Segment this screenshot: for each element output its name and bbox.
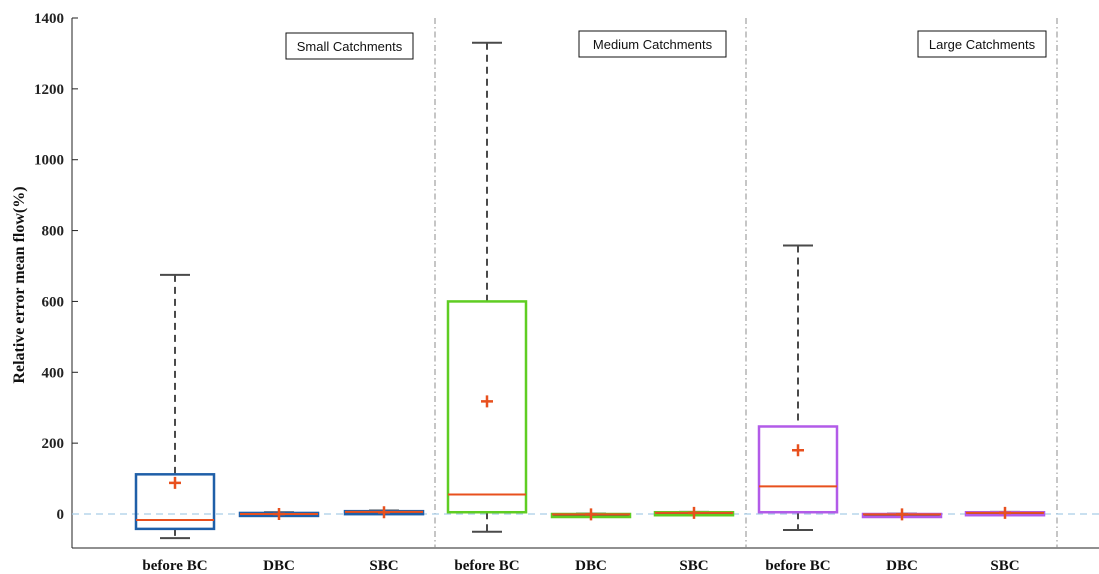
x-tick-label: SBC — [990, 558, 1019, 574]
x-tick-label: before BC — [142, 558, 207, 574]
mean-marker — [169, 476, 181, 489]
group-label-box — [917, 30, 1047, 58]
y-tick-label: 1200 — [34, 82, 64, 98]
x-tick-label: DBC — [263, 558, 295, 574]
group-label-text: Large Catchments — [929, 37, 1036, 52]
group-label-2: Medium Catchments — [578, 30, 727, 58]
box-5 — [550, 508, 632, 521]
mean-marker — [378, 506, 390, 519]
group-labels: Small Catchments Medium Catchments Large C… — [285, 30, 1047, 60]
x-tick-label: SBC — [679, 558, 708, 574]
x-tick-label: DBC — [575, 558, 607, 574]
y-axis-label: Relative error mean flow(%) — [11, 186, 28, 383]
group-label-box — [285, 32, 414, 60]
box-6 — [653, 506, 735, 519]
mean-marker — [585, 508, 597, 521]
group-label-text: Small Catchments — [297, 39, 403, 54]
mean-marker — [481, 395, 493, 408]
y-tick-label: 0 — [57, 507, 65, 523]
x-tick-label: before BC — [765, 558, 830, 574]
mean-marker — [273, 508, 285, 520]
box-7 — [757, 244, 839, 531]
mean-marker — [792, 444, 804, 457]
group-label-1: Small Catchments — [285, 32, 414, 60]
group-label-box — [578, 30, 727, 58]
group-label-text: Medium Catchments — [593, 37, 713, 52]
group-label-3: Large Catchments — [917, 30, 1047, 58]
mean-marker — [688, 506, 700, 519]
y-tick-label: 200 — [42, 436, 65, 452]
box-iqr — [446, 300, 528, 514]
y-tick-label: 400 — [42, 365, 65, 381]
box-9 — [964, 506, 1046, 519]
y-tick-label: 1400 — [34, 11, 64, 27]
boxes — [134, 41, 1046, 540]
box-8 — [861, 508, 943, 521]
y-tick-label: 600 — [42, 294, 65, 310]
y-tick-label: 1000 — [34, 153, 64, 169]
box-1 — [134, 273, 216, 540]
axes: 0 200 400 600 800 1000 1200 1400 before BC DBC SBC… — [34, 11, 1099, 574]
box-iqr — [757, 425, 839, 514]
box-4 — [446, 41, 528, 533]
y-tick-label: 800 — [42, 224, 65, 240]
x-tick-label: DBC — [886, 558, 918, 574]
group-separators — [434, 18, 1058, 548]
box-iqr — [134, 473, 216, 531]
x-tick-label: SBC — [369, 558, 398, 574]
x-tick-label: before BC — [454, 558, 519, 574]
mean-marker — [896, 508, 908, 521]
mean-marker — [999, 506, 1011, 519]
box-3 — [343, 506, 425, 519]
box-2 — [238, 508, 320, 520]
